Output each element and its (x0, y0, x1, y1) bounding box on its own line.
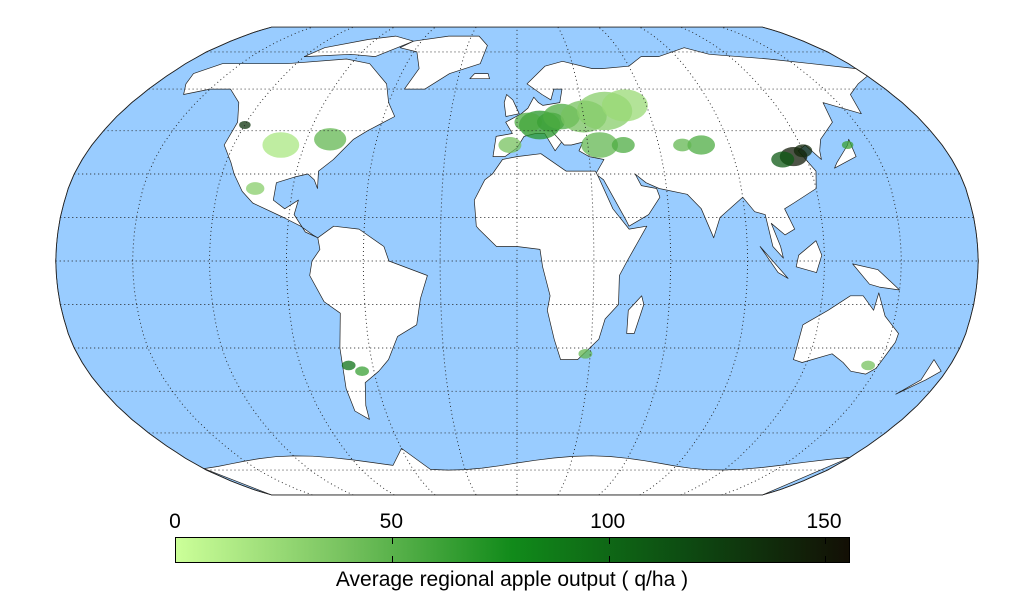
output-region (314, 128, 347, 151)
output-region (239, 121, 251, 130)
map-border (55, 26, 979, 496)
apple-output-overlay (239, 89, 876, 377)
land-south-america (309, 225, 428, 420)
graticule-meridian (285, 26, 395, 496)
land-canadian-archipelago (304, 35, 414, 57)
land-iceland (469, 73, 490, 80)
colorbar-tick (825, 556, 827, 562)
colorbar-tick-label: 100 (590, 510, 626, 533)
land-antarctica (203, 448, 851, 496)
output-region (611, 137, 635, 154)
output-region (793, 144, 813, 158)
output-region (841, 141, 854, 150)
land-borneo (795, 240, 823, 273)
output-region (578, 349, 593, 359)
output-region (673, 138, 692, 152)
land-australia (793, 292, 899, 375)
colorbar-tick-label: 150 (806, 510, 842, 533)
output-region (771, 151, 795, 168)
graticule-meridian (132, 26, 313, 496)
output-region (341, 360, 356, 371)
output-region (687, 135, 716, 155)
colorbar-tick (392, 538, 394, 544)
land-sumatra (759, 246, 789, 279)
output-region (245, 182, 265, 195)
output-region (861, 360, 876, 371)
graticule-meridian (639, 26, 749, 496)
land-africa (473, 153, 648, 360)
world-map (55, 26, 979, 496)
colorbar-tick-label: 50 (379, 510, 404, 533)
colorbar-tick (392, 556, 394, 562)
colorbar-tick (608, 556, 610, 562)
land-madagascar (626, 295, 645, 334)
graticule-meridian (721, 26, 902, 496)
land-greenland (399, 35, 488, 90)
colorbar-tick (608, 538, 610, 544)
colorbar-tick-label: 0 (169, 510, 181, 533)
colorbar-label: Average regional apple output ( q/ha ) (335, 568, 689, 591)
output-region (601, 89, 648, 122)
output-region (498, 137, 522, 154)
output-region (581, 132, 619, 158)
land-new-zealand (895, 359, 942, 395)
output-region (355, 366, 369, 377)
output-region (514, 112, 543, 132)
colorbar-tick (825, 538, 827, 544)
output-region (262, 132, 300, 158)
colorbar (175, 537, 850, 563)
land-new-guinea (852, 263, 900, 291)
